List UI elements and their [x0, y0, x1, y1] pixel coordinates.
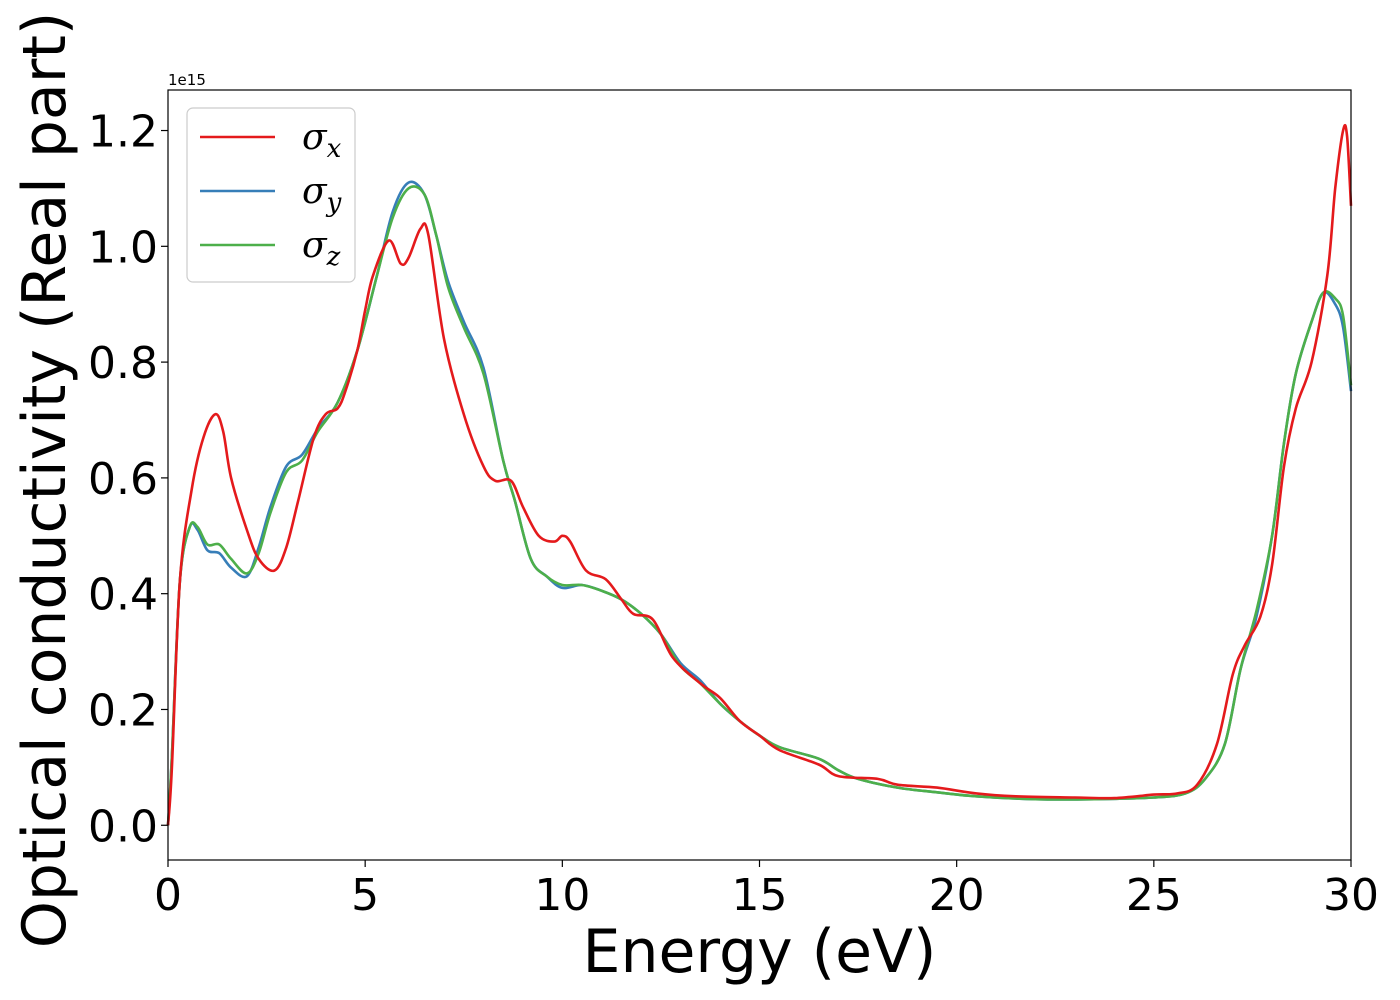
y-tick-label: 0.6 [88, 454, 158, 505]
x-tick-label: 0 [154, 870, 182, 921]
x-axis: 0 5 10 15 20 25 30 [154, 860, 1379, 921]
x-tick-label: 5 [351, 870, 379, 921]
legend-label: σz [302, 225, 341, 272]
series-line-sigma-x [166, 123, 1353, 826]
y-axis-title: Optical conductivity (Real part) [10, 12, 80, 949]
legend-box [186, 107, 356, 283]
x-axis-title: Energy (eV) [583, 917, 937, 987]
plot-lines [166, 123, 1353, 826]
legend: σx σy σz [186, 107, 356, 283]
y-tick-label: 0.4 [88, 570, 158, 621]
y-offset-label: 1e15 [168, 71, 206, 89]
legend-label: σy [302, 171, 342, 218]
x-tick-label: 15 [732, 870, 788, 921]
y-tick-label: 0.2 [88, 685, 158, 736]
y-tick-label: 0.8 [88, 338, 158, 389]
y-tick-label: 0.0 [88, 801, 158, 852]
x-tick-label: 25 [1126, 870, 1182, 921]
x-tick-label: 20 [929, 870, 985, 921]
series-line-sigma-z [166, 185, 1353, 826]
y-tick-label: 1.0 [88, 222, 158, 273]
legend-label: σx [302, 117, 342, 164]
x-tick-label: 30 [1323, 870, 1379, 921]
y-axis: 0.0 0.2 0.4 0.6 0.8 1.0 1.2 [88, 107, 168, 852]
y-tick-label: 1.2 [88, 107, 158, 158]
x-tick-label: 10 [534, 870, 590, 921]
